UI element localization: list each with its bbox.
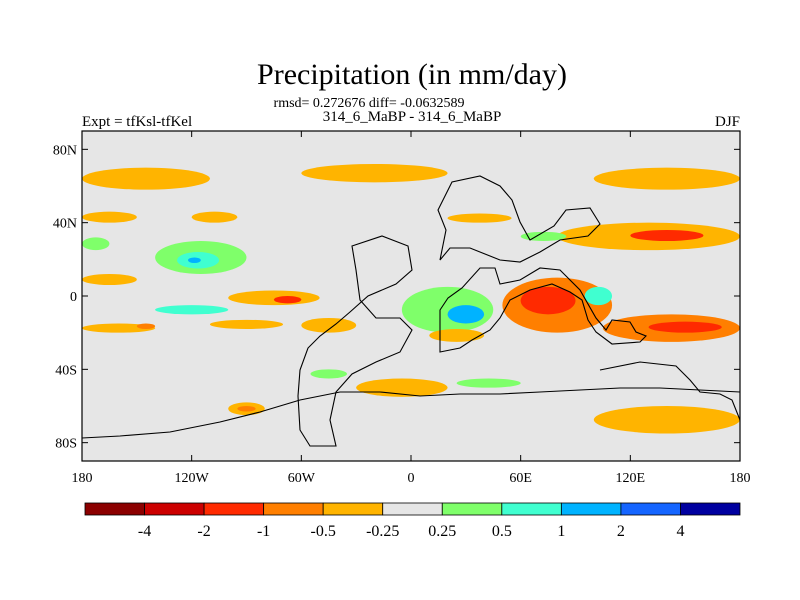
colorbar-label: -4: [138, 523, 151, 540]
season-label: DJF: [715, 114, 740, 130]
anomaly-southern-ocean-dry: [593, 406, 741, 434]
colorbar-label: 1: [557, 523, 565, 540]
antarctica-coastline: [81, 387, 741, 439]
x-tick-label: 120E: [616, 471, 646, 486]
anomaly-south-pacific-core: [136, 323, 156, 329]
map-panel: [81, 130, 741, 462]
colorbar-label: -0.25: [366, 523, 399, 540]
anomaly-south-america-dry: [301, 318, 357, 333]
colorbar: -4 -2 -1 -0.5 -0.25 0.25 0.5 1 2 4: [84, 502, 741, 540]
colorbar-label: 4: [676, 523, 684, 540]
colorbar-swatch: [560, 502, 622, 516]
y-tick-label: 40N: [53, 217, 77, 232]
chart-title: Precipitation (in mm/day): [257, 58, 567, 91]
chart-subtitle: 314_6_MaBP - 314_6_MaBP: [323, 109, 502, 125]
colorbar-label: 0.5: [492, 523, 512, 540]
anomaly-pacific-north-band-east: [82, 167, 210, 190]
colorbar-label: -0.5: [311, 523, 336, 540]
colorbar-swatch: [441, 502, 503, 516]
anomaly-layer: [82, 164, 741, 434]
anomaly-north-pacific-patch: [82, 211, 137, 223]
colorbar-label: 2: [617, 523, 625, 540]
anomaly-asia-dry-core: [630, 230, 704, 241]
colorbar-swatch: [203, 502, 265, 516]
y-axis: 80N 40N 0 40S 80S: [53, 143, 740, 452]
anomaly-south-pacific-dry-core: [237, 406, 256, 412]
anomaly-africa-dry: [429, 329, 485, 342]
x-tick-label: 0: [408, 471, 415, 486]
x-tick-label: 120W: [175, 471, 210, 486]
anomaly-indian-dry-core: [520, 286, 576, 315]
anomaly-south-atlantic-wet: [310, 369, 348, 379]
anomaly-atlantic-north-band: [301, 164, 448, 183]
anomaly-pacific-wet-max: [188, 257, 201, 263]
anomaly-indian-wet: [584, 286, 613, 306]
anomaly-mid-pacific-north: [191, 211, 238, 223]
asia-coastline: [437, 175, 601, 263]
experiment-label: Expt = tfKsl-tfKel: [82, 114, 192, 130]
x-tick-label: 180: [730, 471, 751, 486]
anomaly-itcz-dry-core: [273, 296, 302, 304]
anomaly-north-atlantic-dry: [447, 213, 512, 223]
y-tick-label: 0: [70, 290, 77, 305]
colorbar-label: -2: [197, 523, 210, 540]
colorbar-swatch: [501, 502, 562, 516]
coastline-layer: [81, 175, 741, 447]
x-axis: 180 120W 60W 0 60E 120E 180: [72, 131, 751, 486]
colorbar-swatch: [322, 502, 384, 516]
x-tick-label: 60W: [288, 471, 316, 486]
australia-coastline: [599, 361, 741, 421]
anomaly-south-pacific-dry-2: [209, 319, 284, 329]
anomaly-pacific-green-north: [82, 237, 110, 251]
colorbar-swatch: [144, 502, 205, 516]
anomaly-south-pacific-dry: [82, 323, 156, 333]
anomaly-maritime-dry-core: [648, 321, 722, 333]
colorbar-swatch: [680, 502, 741, 516]
africa-eurasia-coastline: [439, 267, 647, 353]
americas-coastline: [297, 235, 413, 447]
stats-line: rmsd= 0.272676 diff= -0.0632589: [274, 96, 465, 111]
y-tick-label: 80N: [53, 143, 77, 158]
colorbar-swatch: [263, 502, 324, 516]
colorbar-swatch: [620, 502, 681, 516]
anomaly-south-indian-green: [456, 378, 521, 388]
x-tick-label: 60E: [509, 471, 532, 486]
anomaly-itcz-dry-west: [82, 274, 137, 285]
colorbar-label: 0.25: [428, 523, 456, 540]
anomaly-central-pacific-wet: [155, 305, 229, 315]
y-tick-label: 40S: [55, 363, 77, 378]
colorbar-swatch: [84, 502, 145, 516]
anomaly-itcz-dry-east: [228, 290, 320, 306]
anomaly-north-band-east-pacific: [593, 167, 741, 190]
colorbar-label: -1: [257, 523, 270, 540]
y-tick-label: 80S: [55, 437, 77, 452]
anomaly-africa-wet-core: [447, 305, 485, 324]
x-tick-label: 180: [72, 471, 93, 486]
colorbar-swatch: [382, 502, 443, 516]
